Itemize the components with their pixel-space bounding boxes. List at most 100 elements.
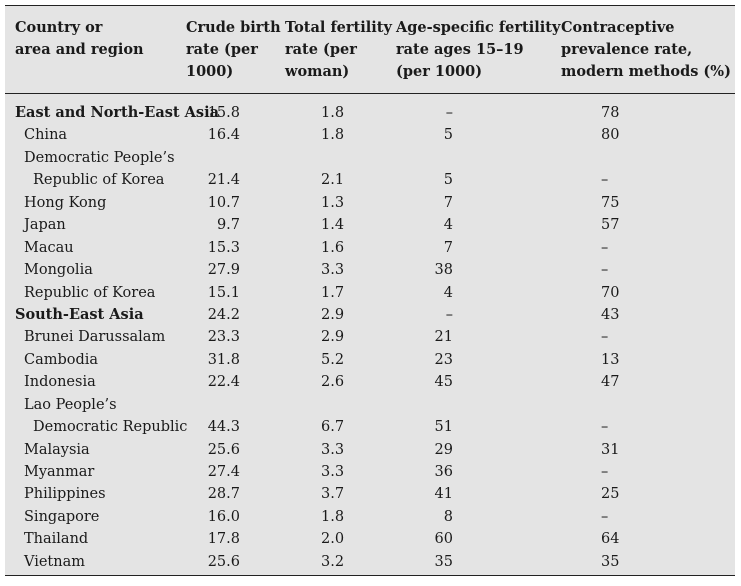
table-row: Republic of Korea 15.1 1.7 4 70 xyxy=(5,282,735,304)
contraceptive-prevalence-cell: 43 xyxy=(601,306,620,323)
contraceptive-prevalence-cell: – xyxy=(601,419,609,436)
country-name-cell: China xyxy=(24,127,68,144)
age-specific-fertility-cell: 29 xyxy=(434,441,453,458)
country-name-cell: Cambodia xyxy=(24,351,99,368)
country-name-cell: Mongolia xyxy=(24,262,93,279)
total-fertility-rate-cell: 5.2 xyxy=(321,351,345,368)
table-row: Brunei Darussalam 23.3 2.9 21 – xyxy=(5,326,735,348)
age-specific-fertility-cell: 21 xyxy=(434,329,453,346)
crude-birth-rate-cell: 31.8 xyxy=(207,351,240,368)
country-name-cell: Japan xyxy=(24,217,66,234)
table-row: Republic of Korea 21.4 2.1 5 – xyxy=(5,169,735,191)
crude-birth-rate-cell: 21.4 xyxy=(207,172,240,189)
header-crude-birth-rate: Crude birth rate (per 1000) xyxy=(186,19,281,80)
total-fertility-rate-cell: 1.8 xyxy=(321,127,345,144)
crude-birth-rate-cell: 15.3 xyxy=(207,239,240,256)
total-fertility-rate-cell: 3.7 xyxy=(321,486,345,503)
table-row: Hong Kong 10.7 1.3 7 75 xyxy=(5,192,735,214)
crude-birth-rate-cell: 27.4 xyxy=(207,464,240,480)
total-fertility-rate-cell: 1.3 xyxy=(321,194,345,211)
contraceptive-prevalence-cell: 64 xyxy=(601,531,620,548)
table-row: Mongolia 27.9 3.3 38 – xyxy=(5,259,735,281)
total-fertility-rate-cell: 3.3 xyxy=(321,262,345,279)
table-row: China 16.4 1.8 5 80 xyxy=(5,124,735,146)
country-name-cell: South-East Asia xyxy=(15,305,144,323)
contraceptive-prevalence-cell: – xyxy=(601,239,609,256)
table-row: Democratic Republic 44.3 6.7 51 – xyxy=(5,416,735,438)
age-specific-fertility-cell: – xyxy=(445,306,453,323)
crude-birth-rate-cell: 9.7 xyxy=(216,217,240,234)
crude-birth-rate-cell: 23.3 xyxy=(207,329,240,346)
age-specific-fertility-cell: 5 xyxy=(443,172,453,189)
table-row: Vietnam 25.6 3.2 35 35 xyxy=(5,551,735,573)
total-fertility-rate-cell: 1.4 xyxy=(321,217,345,234)
country-name-cell: Republic of Korea xyxy=(24,284,156,301)
age-specific-fertility-cell: 23 xyxy=(434,351,453,368)
age-specific-fertility-cell: 51 xyxy=(434,419,453,436)
fertility-table: Country or area and region Crude birth r… xyxy=(5,5,735,576)
table-row: Philippines 28.7 3.7 41 25 xyxy=(5,483,735,505)
total-fertility-rate-cell: 2.6 xyxy=(321,374,345,391)
age-specific-fertility-cell: 4 xyxy=(443,284,453,301)
crude-birth-rate-cell: 28.7 xyxy=(207,486,240,503)
contraceptive-prevalence-cell: 57 xyxy=(601,217,620,234)
country-name-cell: Hong Kong xyxy=(24,194,107,211)
table-row: Lao People’s xyxy=(5,394,735,416)
table-row: Democratic People’s xyxy=(5,147,735,169)
contraceptive-prevalence-cell: – xyxy=(601,172,609,189)
country-name-cell: Thailand xyxy=(24,531,89,548)
crude-birth-rate-cell: 15.1 xyxy=(207,284,240,301)
total-fertility-rate-cell: 1.6 xyxy=(321,239,345,256)
total-fertility-rate-cell: 1.8 xyxy=(321,105,345,121)
contraceptive-prevalence-cell: – xyxy=(601,508,609,525)
crude-birth-rate-cell: 22.4 xyxy=(207,374,240,391)
country-name-cell: Republic of Korea xyxy=(33,172,165,189)
contraceptive-prevalence-cell: 75 xyxy=(601,194,620,211)
country-name-cell: Malaysia xyxy=(24,441,90,458)
contraceptive-prevalence-cell: 13 xyxy=(601,351,620,368)
crude-birth-rate-cell: 17.8 xyxy=(207,531,240,548)
total-fertility-rate-cell: 2.9 xyxy=(321,306,345,323)
age-specific-fertility-cell: 5 xyxy=(443,127,453,144)
age-specific-fertility-cell: 36 xyxy=(434,464,453,480)
table-row: Macau 15.3 1.6 7 – xyxy=(5,237,735,259)
table-row: Singapore 16.0 1.8 8 – xyxy=(5,506,735,528)
table-row: Malaysia 25.6 3.3 29 31 xyxy=(5,439,735,461)
total-fertility-rate-cell: 3.3 xyxy=(321,464,345,480)
header-country: Country or area and region xyxy=(15,19,144,58)
country-name-cell: Singapore xyxy=(24,508,100,525)
age-specific-fertility-cell: – xyxy=(445,105,453,121)
country-name-cell: Lao People’s xyxy=(24,396,117,413)
total-fertility-rate-cell: 3.3 xyxy=(321,441,345,458)
crude-birth-rate-cell: 15.8 xyxy=(207,105,240,121)
crude-birth-rate-cell: 27.9 xyxy=(207,262,240,279)
age-specific-fertility-cell: 41 xyxy=(434,486,453,503)
table-row: Cambodia 31.8 5.2 23 13 xyxy=(5,349,735,371)
crude-birth-rate-cell: 24.2 xyxy=(207,306,240,323)
age-specific-fertility-cell: 4 xyxy=(443,217,453,234)
age-specific-fertility-cell: 45 xyxy=(434,374,453,391)
contraceptive-prevalence-cell: 80 xyxy=(601,127,620,144)
contraceptive-prevalence-cell: 35 xyxy=(601,553,620,570)
age-specific-fertility-cell: 7 xyxy=(443,239,453,256)
crude-birth-rate-cell: 25.6 xyxy=(207,553,240,570)
total-fertility-rate-cell: 2.1 xyxy=(321,172,345,189)
country-name-cell: Democratic People’s xyxy=(24,149,175,166)
contraceptive-prevalence-cell: 70 xyxy=(601,284,620,301)
crude-birth-rate-cell: 10.7 xyxy=(207,194,240,211)
country-name-cell: Philippines xyxy=(24,486,106,503)
country-name-cell: Indonesia xyxy=(24,374,96,391)
age-specific-fertility-cell: 8 xyxy=(443,508,453,525)
contraceptive-prevalence-cell: – xyxy=(601,464,609,480)
total-fertility-rate-cell: 1.8 xyxy=(321,508,345,525)
crude-birth-rate-cell: 16.4 xyxy=(207,127,240,144)
total-fertility-rate-cell: 1.7 xyxy=(321,284,345,301)
contraceptive-prevalence-cell: 47 xyxy=(601,374,620,391)
table-row: South-East Asia 24.2 2.9 – 43 xyxy=(5,304,735,326)
age-specific-fertility-cell: 38 xyxy=(434,262,453,279)
country-name-cell: East and North-East Asia xyxy=(15,104,219,121)
country-name-cell: Vietnam xyxy=(24,553,85,570)
country-name-cell: Brunei Darussalam xyxy=(24,329,166,346)
age-specific-fertility-cell: 60 xyxy=(434,531,453,548)
contraceptive-prevalence-cell: 31 xyxy=(601,441,620,458)
